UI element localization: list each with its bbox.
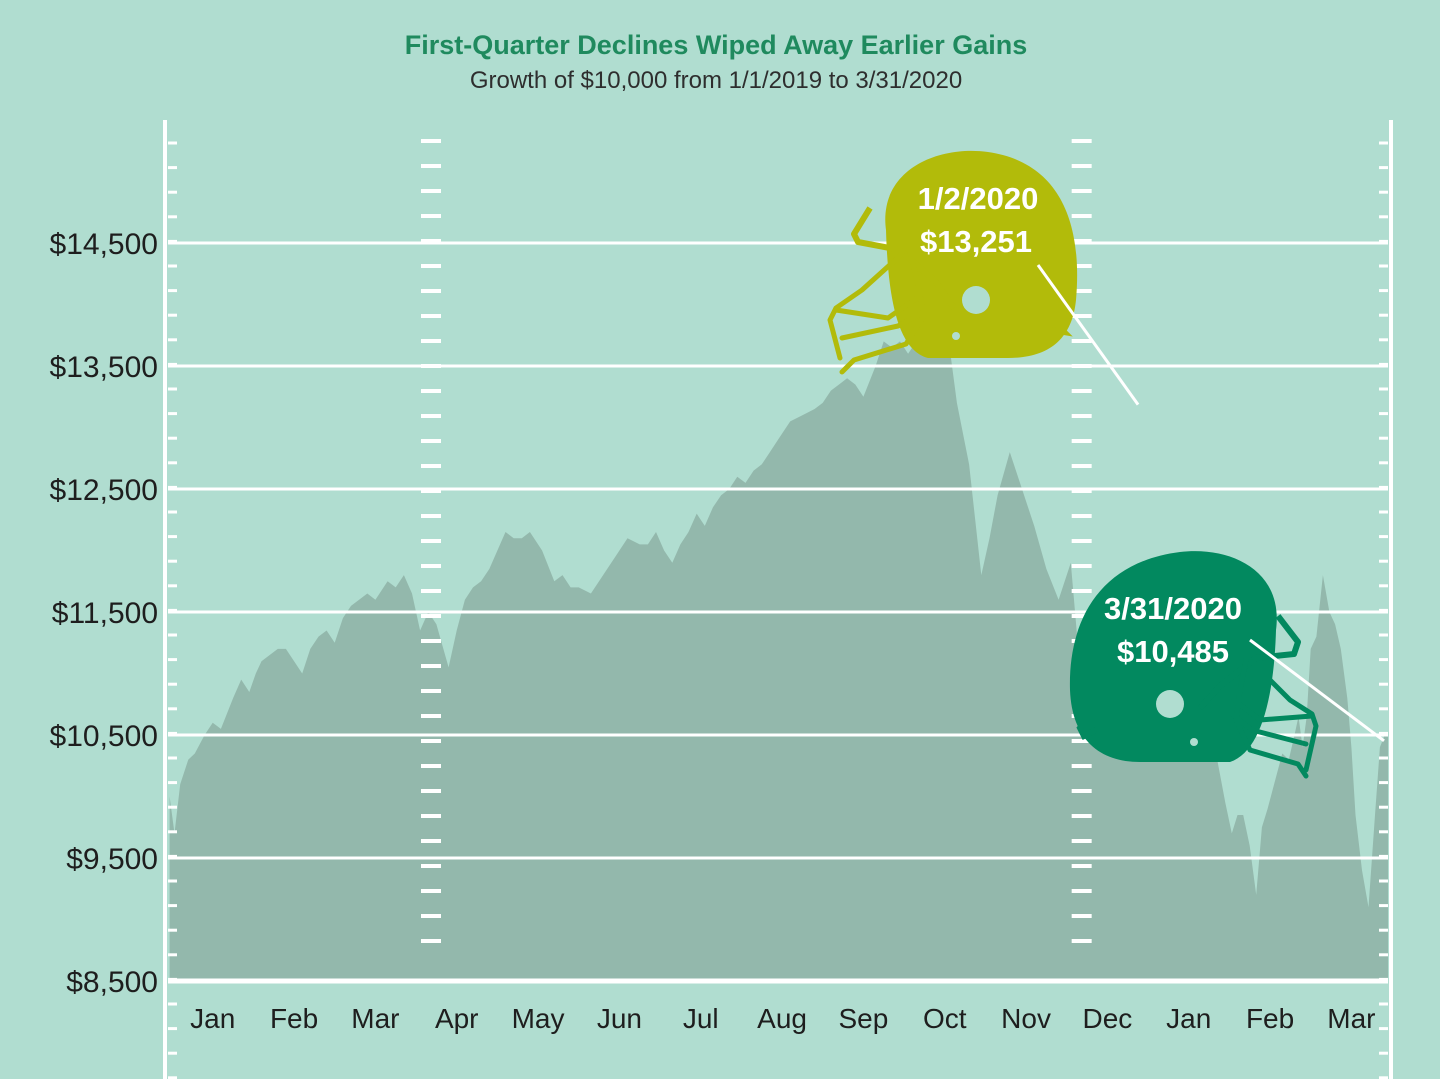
x-tick-label: Jan (1166, 1003, 1211, 1034)
y-tick-label: $14,500 (50, 228, 158, 261)
series-area (169, 329, 1389, 982)
callout-high-date: 1/2/2020 (918, 181, 1039, 216)
chart-subtitle: Growth of $10,000 from 1/1/2019 to 3/31/… (470, 67, 962, 94)
x-tick-label: Jan (190, 1003, 235, 1034)
x-tick-label: Sep (838, 1003, 888, 1034)
callout-leader-low (1249, 638, 1385, 743)
y-tick-label: $13,500 (50, 351, 158, 384)
y-tick-label: $10,500 (50, 720, 158, 753)
x-tick-label: Feb (270, 1003, 318, 1034)
helmet-icon-high (827, 150, 1078, 375)
y-tick-label: $9,500 (66, 843, 158, 876)
x-tick-label: Mar (1327, 1003, 1375, 1034)
x-tick-label: Nov (1001, 1003, 1051, 1034)
x-tick-label: Mar (351, 1003, 399, 1034)
x-tick-label: Jun (597, 1003, 642, 1034)
helmet-icon-low (1069, 551, 1319, 779)
x-tick-label: Dec (1083, 1003, 1133, 1034)
y-tick-label: $11,500 (52, 597, 158, 630)
gridlines (168, 241, 1388, 984)
callout-low-value: $10,485 (1117, 634, 1229, 669)
yard-markers (163, 120, 1393, 1079)
y-tick-label: $8,500 (66, 966, 158, 999)
x-tick-label: Feb (1246, 1003, 1294, 1034)
y-axis-ticks: $8,500 $9,500 $10,500 $11,500 $12,500 $13,500… (50, 228, 158, 999)
x-tick-label: Aug (757, 1003, 807, 1034)
chart-title: First-Quarter Declines Wiped Away Earlie… (405, 30, 1027, 60)
callout-low-date: 3/31/2020 (1104, 591, 1242, 626)
y-tick-label: $12,500 (50, 474, 158, 507)
callout-high-value: $13,251 (920, 224, 1032, 259)
x-tick-label: Apr (435, 1003, 479, 1034)
x-tick-label: May (512, 1003, 565, 1034)
x-tick-label: Jul (683, 1003, 719, 1034)
x-tick-label: Oct (923, 1003, 967, 1034)
callout-leader-high (1036, 264, 1140, 406)
x-axis-ticks: Jan Feb Mar Apr May Jun Jul Aug Sep Oct Nov Dec Jan F… (190, 1003, 1375, 1034)
